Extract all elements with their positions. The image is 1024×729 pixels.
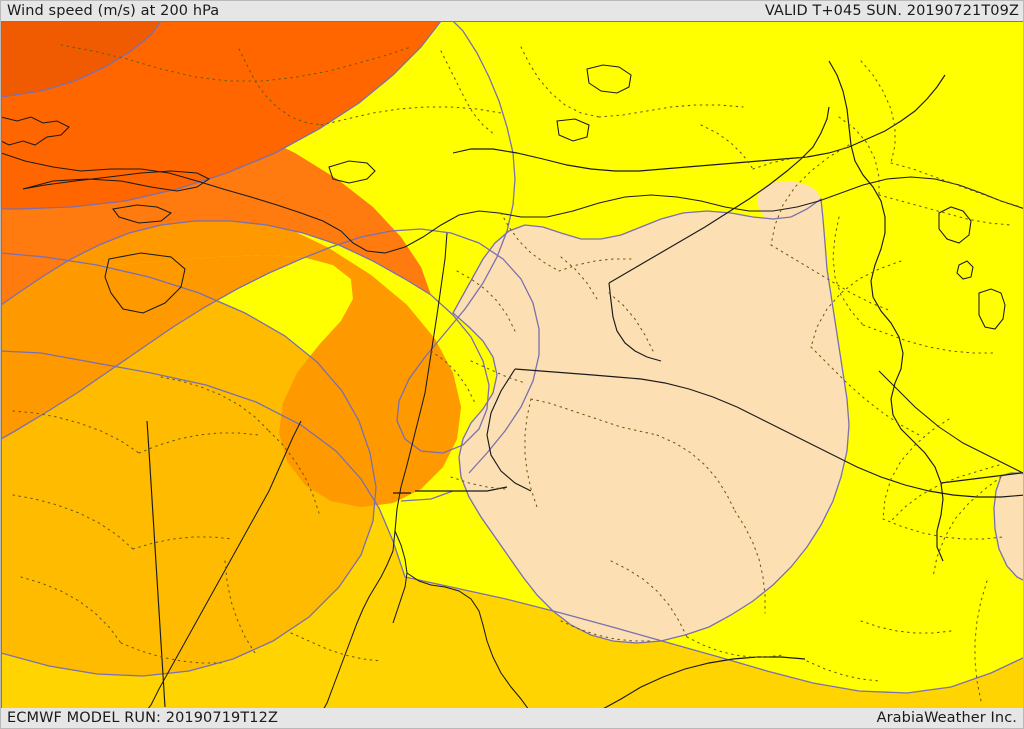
border-turkey-syria	[452, 74, 946, 172]
admin-line-40	[558, 258, 632, 272]
band-fill-10-15-east	[405, 577, 1023, 710]
admin-line-2	[238, 48, 324, 126]
contour-line-10	[1, 350, 1023, 694]
admin-line-31	[268, 430, 320, 514]
contour-line-30	[1, 21, 442, 210]
border-syria-iraq	[608, 106, 830, 284]
admin-line-48	[974, 580, 988, 702]
contour-line-5b	[993, 472, 1023, 581]
admin-line-23	[734, 510, 766, 614]
coastline-aegean	[1, 116, 70, 146]
footer-bar: ECMWF MODEL RUN: 20190719T12Z ArabiaWeat…	[1, 708, 1023, 728]
admin-line-18	[882, 518, 1004, 540]
admin-line-1	[60, 44, 412, 82]
admin-line-42	[470, 360, 526, 384]
admin-line-36	[224, 560, 256, 654]
coastline-redsea-west	[146, 420, 302, 710]
admin-line-16	[810, 346, 920, 436]
admin-line-34	[20, 576, 122, 644]
coastline-group	[1, 64, 1023, 710]
admin-line-19	[932, 476, 1002, 578]
admin-line-13	[832, 216, 864, 326]
border-egypt-west	[146, 420, 166, 708]
coastline-gulf-island	[938, 206, 972, 244]
admin-line-38	[456, 270, 516, 332]
coastline-qatar	[978, 288, 1006, 330]
coastline-crete	[22, 170, 211, 192]
coastline-suez	[322, 550, 394, 710]
map-canvas[interactable]	[1, 21, 1023, 710]
band-fill-20-25-levant	[1, 247, 461, 507]
page-title: Wind speed (m/s) at 200 hPa	[7, 3, 220, 19]
admin-line-24	[524, 398, 538, 508]
admin-line-4	[440, 50, 496, 136]
admin-line-3	[320, 106, 502, 126]
coastline-lake-2	[556, 118, 590, 142]
admin-line-22	[656, 434, 736, 512]
coastline-island3	[104, 252, 186, 314]
admin-line-21	[530, 398, 658, 436]
band-fill-35-40	[1, 21, 161, 97]
brand-label: ArabiaWeather Inc.	[876, 710, 1017, 726]
border-iraq-iran	[828, 60, 944, 562]
coastline-levant	[392, 232, 448, 552]
coastline-gulf	[878, 370, 1023, 474]
coastline-island2	[112, 204, 173, 224]
admin-line-41	[608, 292, 654, 352]
contour-line-group	[1, 21, 1023, 694]
contour-line-25	[1, 21, 516, 454]
admin-line-20	[890, 464, 1000, 522]
border-jordan-israel	[415, 486, 508, 492]
admin-line-10	[878, 194, 1012, 226]
border-syria-jordan	[608, 282, 662, 362]
admin-line-39	[500, 212, 560, 272]
border-jordan-saudi	[514, 368, 1023, 498]
country-border-group	[146, 60, 1023, 710]
admin-line-29	[138, 432, 260, 454]
admin-line-7	[860, 60, 896, 164]
valid-time-label: VALID T+045 SUN. 20190721T09Z	[764, 3, 1019, 19]
header-bar: Wind speed (m/s) at 200 hPa VALID T+045 …	[1, 1, 1023, 21]
band-fill-0-5-arabia	[453, 199, 849, 643]
contour-line-10b	[400, 490, 454, 502]
contour-line-5a	[452, 197, 850, 644]
coastline-turkey-south	[1, 152, 1023, 254]
admin-line-35	[120, 642, 222, 664]
coastline-bahrain	[956, 260, 974, 280]
wind-speed-contour-map	[1, 21, 1023, 710]
contour-line-20	[1, 228, 540, 474]
band-fill-0-5-north	[757, 181, 821, 229]
coastline-lake-north	[586, 64, 632, 94]
admin-line-25	[610, 560, 688, 638]
contour-line-15	[1, 252, 377, 677]
admin-line-44	[700, 124, 754, 170]
admin-line-12	[770, 244, 892, 312]
coastline-aqaba	[392, 530, 408, 624]
admin-line-28	[12, 410, 140, 454]
admin-line-5	[520, 46, 600, 118]
admin-line-9	[838, 116, 880, 196]
admin-line-27	[560, 620, 652, 642]
admin-line-14	[862, 324, 996, 354]
border-jordan-west	[486, 368, 532, 492]
admin-line-50	[806, 660, 880, 682]
admin-line-6	[598, 104, 744, 118]
border-kuwait	[940, 472, 1022, 484]
coastline-cyprus	[328, 160, 376, 184]
contour-line-35	[1, 21, 162, 98]
admin-line-33	[132, 536, 234, 550]
admin-border-group	[12, 44, 1022, 702]
model-run-label: ECMWF MODEL RUN: 20190719T12Z	[7, 710, 278, 726]
band-fill-30-35-b	[1, 21, 441, 209]
admin-line-30	[160, 376, 270, 432]
admin-line-26	[686, 636, 784, 658]
admin-line-37	[290, 632, 382, 662]
coastline-redsea-east	[406, 572, 530, 710]
